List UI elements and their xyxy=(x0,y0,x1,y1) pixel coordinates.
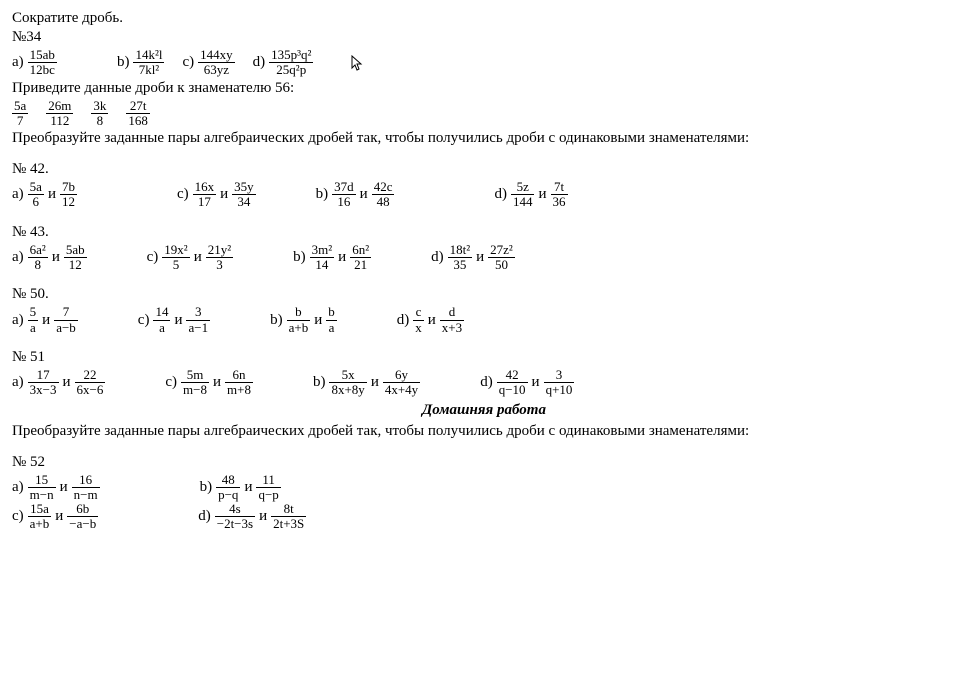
p43-d: d) 18t²35 и 27z²50 xyxy=(431,243,515,273)
p51-row: a) 173x−3 и 226x−6 c) 5mm−8 и 6nm+8 b) 5… xyxy=(12,368,956,398)
p50-a: a) 5a и 7a−b xyxy=(12,305,78,335)
p42-b: b) 37d16 и 42c48 xyxy=(316,180,395,210)
fraction: 15ab12bc xyxy=(28,48,57,78)
p34-number: №34 xyxy=(12,29,956,46)
p56-title: Приведите данные дроби к знаменателю 56: xyxy=(12,80,956,97)
p51-d: d) 42q−10 и 3q+10 xyxy=(480,368,574,398)
p51-b: b) 5x8x+8y и 6y4x+4y xyxy=(313,368,420,398)
p51-c: c) 5mm−8 и 6nm+8 xyxy=(165,368,253,398)
p42-a: a) 5a6 и 7b12 xyxy=(12,180,77,210)
p56-f4: 27t168 xyxy=(126,99,150,129)
p50-number: № 50. xyxy=(12,286,956,303)
fraction: 14k²l7kl² xyxy=(133,48,164,78)
spacer xyxy=(12,149,956,159)
fraction: 135p³q²25q²p xyxy=(269,48,313,78)
p42-c: c) 16x17 и 35y34 xyxy=(177,180,256,210)
p34-a: a) 15ab12bc xyxy=(12,48,57,78)
fraction: 144xy63yz xyxy=(198,48,235,78)
p50-b: b) ba+b и ba xyxy=(270,305,337,335)
p52-b: b) 48p−q и 11q−p xyxy=(200,473,281,503)
spacer xyxy=(12,337,956,347)
p34-b: b) 14k²l7kl² xyxy=(117,48,165,78)
p43-b: b) 3m²14 и 6n²21 xyxy=(293,243,371,273)
p56-f1: 5a7 xyxy=(12,99,28,129)
label: c) xyxy=(182,54,194,71)
p56-f2: 26m112 xyxy=(46,99,73,129)
spacer xyxy=(12,442,956,452)
p52-number: № 52 xyxy=(12,454,956,471)
p43-c: c) 19x²5 и 21y²3 xyxy=(147,243,234,273)
p43-number: № 43. xyxy=(12,224,956,241)
p56-f3: 3k8 xyxy=(91,99,108,129)
p50-c: c) 14a и 3a−1 xyxy=(138,305,210,335)
p52-a: a) 15m−n и 16n−m xyxy=(12,473,100,503)
cursor-icon xyxy=(351,55,363,71)
spacer xyxy=(12,274,956,284)
p34-d: d) 135p³q²25q²p xyxy=(253,48,314,78)
p52-row2: c) 15aa+b и 6b−a−b d) 4s−2t−3s и 8t2t+3S xyxy=(12,502,956,532)
p52-d: d) 4s−2t−3s и 8t2t+3S xyxy=(198,502,306,532)
homework-heading: Домашняя работа xyxy=(12,402,956,419)
p52-row1: a) 15m−n и 16n−m b) 48p−q и 11q−p xyxy=(12,473,956,503)
p42-d: d) 5z144 и 7t36 xyxy=(494,180,567,210)
label: b) xyxy=(117,54,130,71)
p50-d: d) cx и dx+3 xyxy=(397,305,464,335)
p43-row: a) 6a²8 и 5ab12 c) 19x²5 и 21y²3 b) 3m²1… xyxy=(12,243,956,273)
label: d) xyxy=(253,54,266,71)
p52-c: c) 15aa+b и 6b−a−b xyxy=(12,502,98,532)
p42-row: a) 5a6 и 7b12 c) 16x17 и 35y34 b) 37d16 … xyxy=(12,180,956,210)
common-title-2: Преобразуйте заданные пары алгебраически… xyxy=(12,423,956,440)
p43-a: a) 6a²8 и 5ab12 xyxy=(12,243,87,273)
p34-row: a) 15ab12bc b) 14k²l7kl² c) 144xy63yz d)… xyxy=(12,48,956,78)
spacer xyxy=(12,212,956,222)
p51-a: a) 173x−3 и 226x−6 xyxy=(12,368,105,398)
p34-title: Сократите дробь. xyxy=(12,10,956,27)
label: a) xyxy=(12,54,24,71)
p51-number: № 51 xyxy=(12,349,956,366)
p50-row: a) 5a и 7a−b c) 14a и 3a−1 b) ba+b и ba … xyxy=(12,305,956,335)
p42-number: № 42. xyxy=(12,161,956,178)
p34-c: c) 144xy63yz xyxy=(182,48,234,78)
common-title-1: Преобразуйте заданные пары алгебраически… xyxy=(12,130,956,147)
p56-row: 5a7 26m112 3k8 27t168 xyxy=(12,99,956,129)
